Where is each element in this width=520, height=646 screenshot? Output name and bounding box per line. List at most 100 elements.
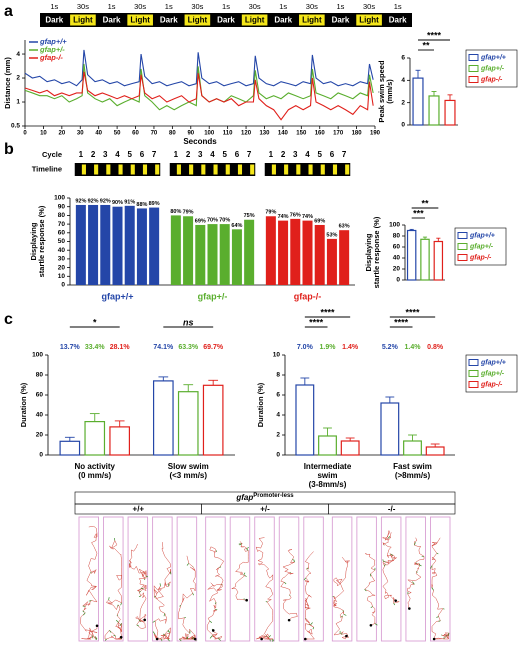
value-label: 53% [326, 232, 337, 238]
cycle-label: 3 [103, 150, 108, 159]
bar [318, 435, 337, 456]
trajectory-fast [265, 601, 274, 642]
arena [303, 516, 324, 642]
trajectory-fast [364, 567, 378, 626]
x-tick-label: 20 [58, 131, 65, 137]
cycle-label: 5 [317, 150, 322, 159]
timeline-phase: Dark [217, 16, 235, 25]
timeline-light [127, 14, 153, 26]
timeline-strip [169, 163, 256, 176]
legend-label: gfap+/- [480, 370, 505, 377]
significance-label: **** [405, 307, 420, 317]
y-tick-label: 4 [16, 51, 20, 58]
timeline-phase: Dark [45, 16, 63, 25]
arena [103, 516, 124, 642]
cycle-label: 4 [115, 150, 120, 159]
cycle-label: 1 [79, 150, 84, 159]
trajectory-end [260, 637, 263, 641]
bar [406, 229, 417, 281]
value-label: 80% [170, 209, 181, 215]
x-category-label: Intermediate [304, 462, 352, 471]
value-label: 64% [231, 223, 242, 229]
cycle-label: 7 [342, 150, 347, 159]
y-tick-label: 1 [16, 99, 20, 106]
bar [84, 421, 106, 456]
bar [265, 216, 276, 285]
bar [75, 204, 86, 285]
cycle-label: 7 [247, 150, 252, 159]
cycle-label: 2 [281, 150, 286, 159]
significance-label: **** [427, 30, 442, 40]
timeline-strip [264, 163, 351, 176]
bar [403, 440, 422, 456]
group-header [328, 503, 456, 515]
trajectory-fast [129, 563, 149, 627]
cycle-label: 2 [186, 150, 191, 159]
bar [302, 220, 313, 285]
line-series [24, 71, 374, 121]
value-label: 90% [112, 200, 123, 206]
value-label: 1.4% [342, 344, 359, 351]
x-tick-label: 40 [95, 131, 102, 137]
x-tick-label: 30 [77, 131, 84, 137]
value-label: 75% [244, 213, 255, 219]
timeline-light [118, 164, 123, 175]
timeline-light [237, 164, 243, 175]
value-label: 74% [302, 214, 313, 220]
y-tick-label: 60 [58, 230, 66, 237]
trajectory-end [287, 618, 291, 622]
bar [219, 224, 230, 285]
timeline-light [201, 164, 206, 175]
timeline-phase: Light [188, 16, 208, 25]
timeline-duration: 30s [134, 2, 146, 11]
trajectory-title-gene: gfap [235, 493, 253, 502]
trajectory [431, 537, 449, 640]
timeline-light [332, 164, 338, 175]
y-axis-label: Duration (%) [256, 382, 265, 427]
trajectory-fast [382, 535, 396, 606]
trajectory [231, 541, 249, 601]
trajectory-title: gfapPromoter-less [235, 493, 294, 503]
value-label: 1.9% [320, 344, 337, 351]
cycle-label: 1 [269, 150, 274, 159]
arena [176, 516, 198, 642]
value-label: 63% [339, 224, 350, 230]
bar [177, 391, 199, 456]
cycle-label: 5 [127, 150, 132, 159]
x-category-label: No activity [75, 462, 116, 471]
value-label: 79% [183, 210, 194, 216]
x-tick-label: 70 [151, 131, 158, 137]
trajectory-end [193, 637, 197, 641]
bar [207, 224, 218, 285]
cycle-label: 4 [305, 150, 310, 159]
timeline-phase: Light [302, 16, 322, 25]
value-label: 92% [88, 198, 99, 204]
cycle-label: 3 [293, 150, 298, 159]
trajectory-end [119, 635, 123, 639]
y-tick-label: 30 [58, 256, 66, 263]
legend-swatch [457, 254, 468, 261]
arena [278, 516, 300, 642]
value-label: 33.4% [85, 344, 106, 351]
trajectory [304, 551, 315, 640]
y-tick-label: 2 [276, 432, 280, 439]
timeline-phase: Dark [103, 16, 121, 25]
bar [100, 204, 111, 285]
legend-swatch [468, 381, 479, 388]
legend-label: gfap+/- [469, 243, 494, 250]
y-tick-label: 2 [401, 99, 405, 106]
x-tick-label: 60 [132, 131, 139, 137]
x-category-label: swim [317, 471, 337, 480]
group-header-label: +/- [260, 505, 270, 514]
y-tick-label: 0 [61, 282, 65, 289]
y-tick-label: 80 [36, 372, 44, 379]
legend-swatch [468, 54, 479, 61]
y-tick-label: 0 [39, 452, 43, 459]
x-tick-label: 150 [296, 131, 307, 137]
trajectory-title-suffix: Promoter-less [253, 493, 294, 499]
x-tick-label: 180 [352, 131, 363, 137]
arena [127, 516, 149, 642]
legend-label: gfap+/+ [480, 359, 506, 366]
